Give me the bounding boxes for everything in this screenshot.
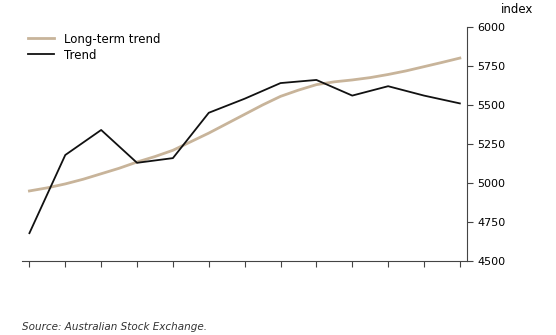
Trend xyxy=(421,93,428,97)
Long-term trend xyxy=(241,112,248,116)
Long-term trend xyxy=(331,80,337,84)
Long-term trend xyxy=(170,148,176,152)
Long-term trend xyxy=(456,56,463,60)
Long-term trend xyxy=(152,154,158,158)
Long-term trend xyxy=(62,182,68,186)
Long-term trend xyxy=(439,60,445,64)
Long-term trend xyxy=(403,69,409,73)
Trend xyxy=(385,84,391,88)
Long-term trend xyxy=(224,122,230,126)
Trend xyxy=(98,128,105,132)
Text: index: index xyxy=(502,3,534,16)
Long-term trend xyxy=(421,65,428,69)
Trend xyxy=(313,78,320,82)
Long-term trend xyxy=(187,140,194,144)
Trend xyxy=(349,93,356,97)
Long-term trend xyxy=(313,83,320,87)
Trend xyxy=(277,81,284,85)
Long-term trend xyxy=(116,166,122,170)
Long-term trend xyxy=(98,172,105,176)
Line: Long-term trend: Long-term trend xyxy=(29,58,460,191)
Long-term trend xyxy=(26,189,33,193)
Text: Source: Australian Stock Exchange.: Source: Australian Stock Exchange. xyxy=(22,322,207,332)
Trend xyxy=(133,161,140,165)
Trend xyxy=(241,97,248,101)
Trend xyxy=(456,102,463,106)
Long-term trend xyxy=(385,72,391,76)
Long-term trend xyxy=(295,88,302,92)
Long-term trend xyxy=(259,103,266,107)
Trend xyxy=(170,156,176,160)
Trend xyxy=(26,231,33,235)
Line: Trend: Trend xyxy=(29,80,460,233)
Legend: Long-term trend, Trend: Long-term trend, Trend xyxy=(28,33,160,62)
Long-term trend xyxy=(367,76,374,80)
Trend xyxy=(62,153,68,157)
Long-term trend xyxy=(44,186,51,190)
Long-term trend xyxy=(133,160,140,164)
Long-term trend xyxy=(80,177,87,181)
Long-term trend xyxy=(349,78,356,82)
Long-term trend xyxy=(277,94,284,98)
Long-term trend xyxy=(205,131,212,135)
Trend xyxy=(205,111,212,115)
